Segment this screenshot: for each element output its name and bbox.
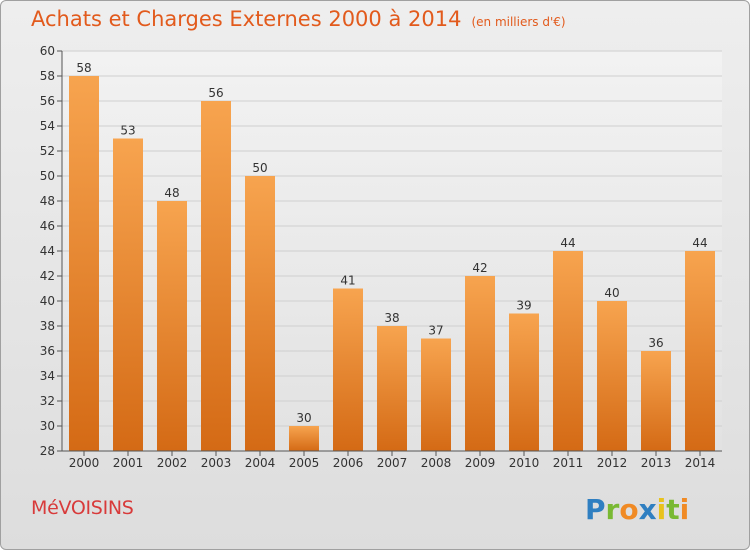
x-tick-label: 2008 [421, 456, 452, 470]
bar [421, 338, 451, 451]
x-tick-label: 2000 [69, 456, 100, 470]
bar [69, 76, 99, 451]
y-tick-label: 42 [40, 269, 55, 283]
x-tick-label: 2006 [333, 456, 364, 470]
y-tick-label: 34 [40, 369, 55, 383]
bar [289, 426, 319, 451]
y-tick-label: 58 [40, 69, 55, 83]
bar-value-label: 30 [296, 411, 311, 425]
y-tick-labels: 28 30 32 34 36 38 40 42 44 46 48 50 52 54 56 58 60 [40, 44, 55, 458]
proxiti-logo[interactable]: Proxiti [583, 489, 693, 529]
bar-value-label: 38 [384, 311, 399, 325]
chart-title-group: Achats et Charges Externes 2000 à 2014 (… [31, 7, 566, 37]
y-tick-label: 50 [40, 169, 55, 183]
x-tick-labels: 2000 2001 2002 2003 2004 2005 2006 2007 2008 2009… [69, 451, 716, 470]
y-tick-label: 60 [40, 44, 55, 58]
x-tick-label: 2014 [685, 456, 716, 470]
bar [597, 301, 627, 451]
bar [641, 351, 671, 451]
x-tick-label: 2003 [201, 456, 232, 470]
bar [685, 251, 715, 451]
commune-name: MéVOISINS [31, 497, 134, 519]
bar-value-label: 37 [428, 324, 443, 338]
y-tick-label: 30 [40, 419, 55, 433]
bar-value-label: 39 [516, 299, 531, 313]
bar [201, 101, 231, 451]
y-tick-label: 56 [40, 94, 55, 108]
bar [377, 326, 407, 451]
bar [333, 288, 363, 451]
x-tick-label: 2013 [641, 456, 672, 470]
chart-title: Achats et Charges Externes 2000 à 2014 [31, 7, 462, 31]
bar-value-label: 40 [604, 286, 619, 300]
y-tick-label: 54 [40, 119, 55, 133]
x-tick-label: 2005 [289, 456, 320, 470]
bar [245, 176, 275, 451]
svg-text:Proxiti: Proxiti [585, 493, 689, 526]
bar-value-label: 44 [692, 236, 707, 250]
bar-value-label: 58 [76, 61, 91, 75]
x-tick-label: 2001 [113, 456, 144, 470]
y-tick-label: 38 [40, 319, 55, 333]
bar-value-label: 56 [208, 86, 223, 100]
y-tick-label: 40 [40, 294, 55, 308]
bar-value-label: 53 [120, 124, 135, 138]
bar-value-label: 42 [472, 261, 487, 275]
x-tick-label: 2004 [245, 456, 276, 470]
bar [509, 313, 539, 451]
y-tick-label: 46 [40, 219, 55, 233]
x-tick-label: 2002 [157, 456, 188, 470]
bar-value-label: 44 [560, 236, 575, 250]
y-tick-label: 52 [40, 144, 55, 158]
y-tick-label: 36 [40, 344, 55, 358]
y-tick-label: 28 [40, 444, 55, 458]
x-tick-label: 2011 [553, 456, 584, 470]
x-tick-label: 2007 [377, 456, 408, 470]
x-tick-label: 2010 [509, 456, 540, 470]
bar [157, 201, 187, 451]
bar-value-label: 36 [648, 336, 663, 350]
bar [113, 138, 143, 451]
bar-series [69, 76, 715, 451]
bar-value-label: 41 [340, 274, 355, 288]
value-labels: 58 53 48 56 50 30 41 38 37 42 39 44 40 36 44 [76, 61, 707, 425]
bar-value-label: 48 [164, 186, 179, 200]
y-tick-label: 48 [40, 194, 55, 208]
x-tick-label: 2009 [465, 456, 496, 470]
y-tick-label: 44 [40, 244, 55, 258]
x-tick-label: 2012 [597, 456, 628, 470]
bar [465, 276, 495, 451]
bar-value-label: 50 [252, 161, 267, 175]
chart-unit: (en milliers d'€) [471, 15, 566, 29]
y-tick-label: 32 [40, 394, 55, 408]
bar [553, 251, 583, 451]
